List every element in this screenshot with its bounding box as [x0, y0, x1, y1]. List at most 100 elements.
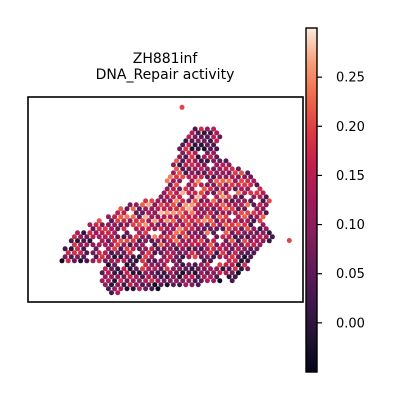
spot: [136, 278, 142, 284]
spot: [164, 186, 170, 192]
spot: [105, 278, 111, 284]
spot: [192, 230, 198, 236]
spot: [118, 286, 124, 292]
spot: [195, 194, 201, 200]
spot: [195, 242, 201, 248]
spot: [208, 138, 213, 144]
spot: [161, 190, 167, 196]
spot: [220, 250, 226, 256]
spot: [235, 166, 241, 172]
spot: [143, 206, 149, 212]
spot: [124, 230, 130, 236]
spot: [226, 162, 232, 168]
spot: [208, 154, 213, 160]
spot: [198, 126, 204, 132]
spot: [133, 202, 139, 208]
spot: [140, 202, 145, 208]
spot: [102, 242, 108, 248]
spot: [109, 250, 114, 256]
spot: [226, 250, 232, 256]
spot: [235, 190, 241, 196]
spot: [248, 190, 254, 196]
spot: [167, 278, 173, 284]
spot: [174, 270, 179, 276]
spot: [260, 190, 266, 196]
spot: [242, 222, 248, 228]
spot: [242, 254, 248, 260]
spot: [254, 246, 260, 252]
spot: [130, 214, 136, 220]
spot: [78, 250, 84, 256]
spot: [204, 262, 210, 268]
spot: [136, 206, 142, 212]
spot: [239, 194, 244, 200]
spot: [214, 170, 220, 176]
spot: [152, 242, 158, 248]
spot: [211, 214, 217, 220]
spot: [130, 238, 136, 244]
spot: [211, 230, 217, 236]
spot: [140, 234, 145, 240]
spot: [226, 178, 232, 184]
spot: [232, 242, 238, 248]
spot: [208, 178, 213, 184]
spot: [254, 182, 260, 188]
spot: [180, 222, 186, 228]
spot: [152, 226, 158, 232]
spot: [208, 146, 213, 152]
spot: [229, 206, 235, 212]
spot: [260, 238, 266, 244]
spot: [214, 266, 220, 272]
spot: [109, 218, 114, 224]
spot: [226, 266, 232, 272]
spot: [118, 246, 124, 252]
spot: [223, 214, 229, 220]
spot: [251, 194, 257, 200]
spot: [143, 278, 149, 284]
spot: [170, 274, 176, 280]
spot: [220, 218, 226, 224]
spot: [254, 206, 260, 212]
spot: [180, 254, 186, 260]
spot: [220, 266, 226, 272]
spot: [71, 242, 77, 248]
spot: [170, 194, 176, 200]
spot: [198, 166, 204, 172]
spot: [235, 246, 241, 252]
spot: [245, 234, 251, 240]
spot: [177, 154, 183, 160]
spot: [164, 234, 170, 240]
spot: [183, 242, 189, 248]
spot: [235, 182, 241, 188]
spot: [211, 246, 217, 252]
spot: [195, 162, 201, 168]
spot: [198, 174, 204, 180]
spot: [214, 154, 220, 160]
spot: [174, 206, 179, 212]
spot: [239, 234, 244, 240]
spot: [204, 238, 210, 244]
spot: [189, 154, 195, 160]
spot: [198, 262, 204, 268]
spot: [189, 210, 195, 216]
spot: [192, 246, 198, 252]
spot: [260, 214, 266, 220]
spot: [245, 202, 251, 208]
spot: [208, 186, 213, 192]
spot: [65, 258, 71, 264]
spot: [164, 266, 170, 272]
spot: [248, 182, 254, 188]
spot: [226, 210, 232, 216]
spatial-spots: [59, 104, 292, 296]
spot: [183, 210, 189, 216]
spot: [130, 246, 136, 252]
spot: [143, 262, 149, 268]
spot: [167, 214, 173, 220]
spot: [208, 250, 213, 256]
spot: [174, 182, 179, 188]
spot: [192, 182, 198, 188]
spot: [170, 266, 176, 272]
spot: [242, 182, 248, 188]
spot: [68, 246, 74, 252]
spot: [226, 194, 232, 200]
